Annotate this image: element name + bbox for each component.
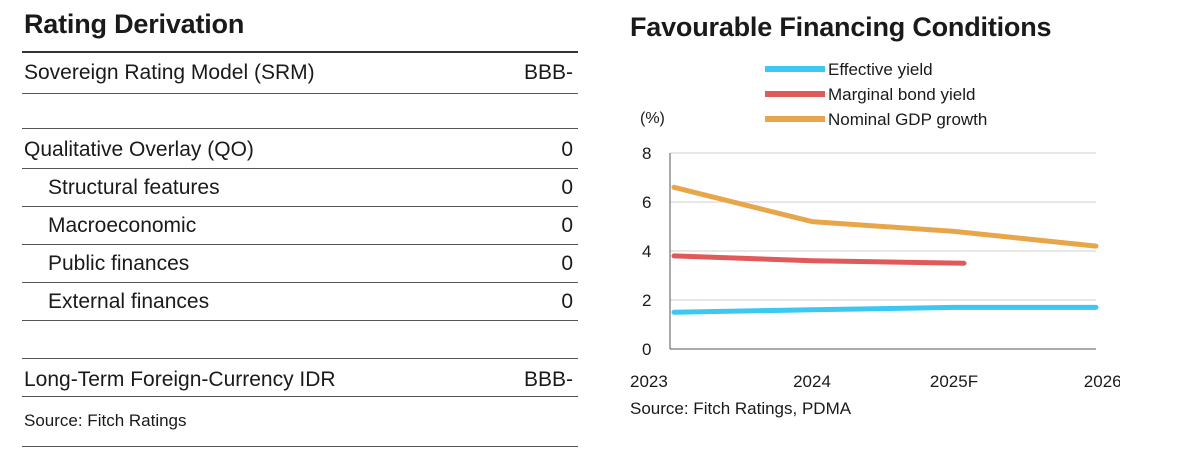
y-axis-label: (%) <box>640 110 665 127</box>
external-value: 0 <box>561 290 573 313</box>
y-tick-label: 2 <box>642 291 651 310</box>
y-tick-label: 6 <box>642 193 651 212</box>
idr-label: Long-Term Foreign-Currency IDR <box>24 368 336 391</box>
divider <box>22 396 578 397</box>
external-row: External finances 0 <box>22 286 578 318</box>
srm-row: Sovereign Rating Model (SRM) BBB- <box>22 57 578 89</box>
chart-title: Favourable Financing Conditions <box>630 12 1052 42</box>
qo-value: 0 <box>561 138 573 161</box>
legend-label: Effective yield <box>828 60 933 79</box>
x-tick-label: 2025F <box>930 372 978 391</box>
series-line-marginal-bond-yield <box>671 253 967 266</box>
y-tick-label: 8 <box>642 144 651 163</box>
x-tick-label: 2026F <box>1084 372 1120 391</box>
structural-label: Structural features <box>48 176 220 199</box>
x-tick-label: 2023 <box>630 372 668 391</box>
divider <box>22 93 578 94</box>
rating-source: Source: Fitch Ratings <box>24 411 187 430</box>
chart-source: Source: Fitch Ratings, PDMA <box>630 399 852 418</box>
srm-value: BBB- <box>523 61 573 84</box>
divider <box>22 244 578 245</box>
macro-label: Macroeconomic <box>48 214 197 237</box>
qo-row: Qualitative Overlay (QO) 0 <box>22 134 578 166</box>
divider <box>22 282 578 283</box>
legend-label: Marginal bond yield <box>828 85 975 104</box>
series-line-nominal-gdp-growth <box>671 184 1099 249</box>
y-tick-label: 0 <box>642 340 651 359</box>
divider <box>22 206 578 207</box>
qo-label: Qualitative Overlay (QO) <box>24 138 254 161</box>
divider <box>22 320 578 321</box>
structural-value: 0 <box>561 176 573 199</box>
public-row: Public finances 0 <box>22 248 578 280</box>
line-chart: 0 2 4 6 8 2023 2024 2025F 2026F Effective yield… <box>630 60 1120 391</box>
legend-label: Nominal GDP growth <box>828 110 987 129</box>
y-tick-label: 4 <box>642 242 651 261</box>
structural-row: Structural features 0 <box>22 172 578 204</box>
divider <box>22 446 578 447</box>
idr-value: BBB- <box>523 368 573 391</box>
rating-derivation-title: Rating Derivation <box>24 9 245 39</box>
x-tick-label: 2024 <box>793 372 831 391</box>
idr-row: Long-Term Foreign-Currency IDR BBB- <box>22 364 578 396</box>
divider <box>22 51 578 53</box>
macro-row: Macroeconomic 0 <box>22 210 578 242</box>
divider <box>22 168 578 169</box>
external-label: External finances <box>48 290 210 313</box>
public-value: 0 <box>561 252 573 275</box>
divider <box>22 128 578 129</box>
srm-label: Sovereign Rating Model (SRM) <box>24 61 315 84</box>
divider <box>22 358 578 359</box>
series-line-effective-yield <box>671 304 1099 315</box>
macro-value: 0 <box>561 214 573 237</box>
public-label: Public finances <box>48 252 190 275</box>
